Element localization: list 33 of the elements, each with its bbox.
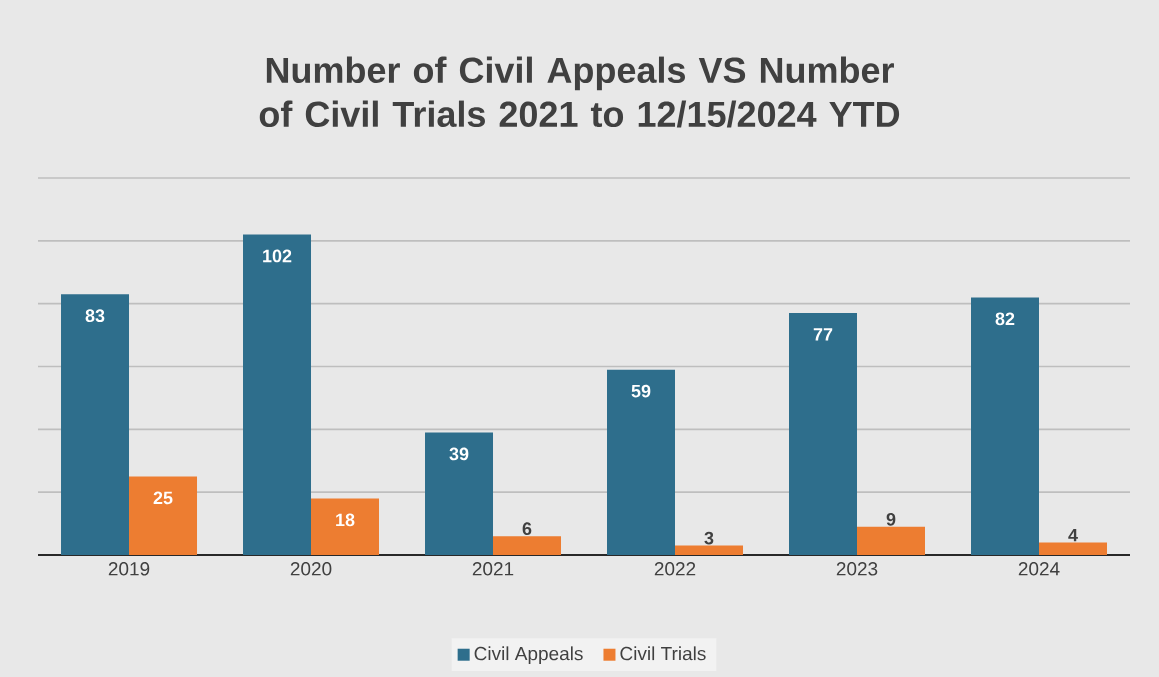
data-label: 18: [336, 513, 355, 527]
bar: [675, 545, 744, 555]
data-label: 6: [522, 522, 532, 536]
data-label: 102: [263, 249, 292, 263]
data-label: 83: [85, 309, 105, 323]
bar: [425, 432, 493, 555]
legend-label: Civil Trials: [620, 646, 706, 661]
x-tick-label: 2024: [1018, 562, 1060, 576]
data-label: 82: [995, 312, 1015, 326]
x-tick-label: 2019: [108, 562, 150, 576]
bar: [607, 369, 675, 555]
bar: [1039, 542, 1107, 555]
x-tick-label: 2020: [290, 562, 332, 576]
data-label: 77: [813, 328, 833, 341]
bar: [243, 234, 312, 555]
bar: [857, 526, 925, 555]
x-tick-label: 2021: [472, 562, 514, 576]
data-label: 59: [631, 384, 651, 398]
x-tick-label: 2023: [836, 562, 878, 576]
data-label: 4: [1068, 528, 1078, 542]
data-label: 25: [153, 491, 173, 505]
chart-title: Number of Civil Appeals VS Number of Civil Trials 2021 to 12/15/2024 YTD: [259, 56, 900, 128]
data-label: 39: [449, 447, 469, 461]
bar: [971, 297, 1039, 555]
bar: [61, 294, 130, 555]
bar: [129, 476, 198, 555]
bar: [311, 498, 380, 555]
legend-label: Civil Appeals: [474, 646, 583, 665]
bar: [493, 536, 562, 555]
data-label: 9: [886, 512, 896, 526]
data-label: 3: [704, 531, 714, 545]
x-tick-label: 2022: [654, 562, 696, 576]
bar: [789, 313, 857, 555]
